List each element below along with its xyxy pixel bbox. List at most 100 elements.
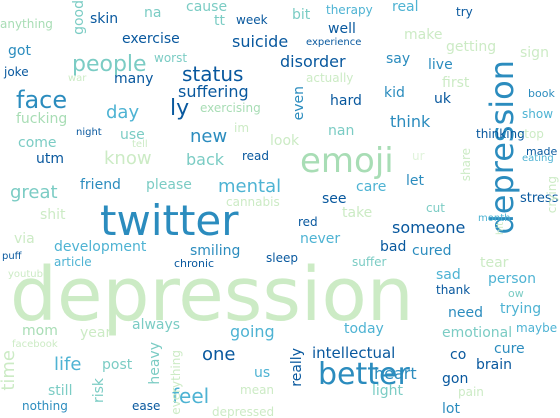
word-skin: skin <box>90 11 119 27</box>
word-gon: gon <box>442 371 469 387</box>
word-development: development <box>54 239 147 255</box>
word-na: na <box>144 5 162 21</box>
word-depressed: depressed <box>212 405 275 418</box>
word-well: well <box>328 21 356 37</box>
word-feel: feel <box>172 384 210 408</box>
word-made: eating <box>522 153 554 164</box>
word-everything: everything <box>169 350 183 415</box>
word-heart: heart <box>374 364 417 383</box>
word-ow: ow <box>508 287 524 300</box>
word-nan: nan <box>328 123 355 139</box>
word-ety: better <box>318 357 410 392</box>
word-disorder: disorder <box>280 52 346 71</box>
word-really: really <box>289 348 305 387</box>
word-emotional: emotional <box>442 325 513 341</box>
word-person: person <box>488 271 536 287</box>
word-stress: stress <box>520 191 559 206</box>
word-still: still <box>48 383 73 399</box>
word-day: day <box>106 102 140 123</box>
word-exercising: exercising <box>200 101 261 115</box>
word-please: please <box>146 177 192 193</box>
word-real: real <box>392 0 419 15</box>
word-share: hit <box>495 222 506 236</box>
word-tt: tt <box>214 13 225 29</box>
word-take: take <box>342 205 373 221</box>
word-ur: made <box>526 145 558 158</box>
word-even: even <box>291 86 307 121</box>
word-week: week <box>236 13 268 27</box>
word-red: red <box>298 215 318 229</box>
word-eating: crying <box>545 176 559 214</box>
word-time: time <box>0 350 19 391</box>
word-risk: risk <box>91 378 107 404</box>
word-better: share <box>459 148 473 182</box>
word-month: month <box>478 213 511 224</box>
word-worst: worst <box>154 51 188 65</box>
word-experience: experience <box>306 37 362 48</box>
word-back: back <box>186 150 225 169</box>
word-first: ur <box>412 149 425 163</box>
word-need: need <box>448 305 483 321</box>
word-come: come <box>18 135 57 151</box>
word-make: make <box>404 27 443 43</box>
word-face: face <box>16 86 68 114</box>
word-via: via <box>14 231 35 247</box>
word-someone: someone <box>392 218 466 237</box>
word-thinking: thinking <box>476 127 525 141</box>
word-hard: hard <box>330 93 362 109</box>
word-trying: trying <box>500 301 542 317</box>
word-us: us <box>254 365 271 381</box>
word-good: good <box>71 0 87 35</box>
word-friend: friend <box>80 177 121 193</box>
word-going: going <box>230 322 275 341</box>
word-sign: sign <box>520 45 549 61</box>
word-nothing: nothing <box>22 399 68 413</box>
word-ease: ease <box>132 399 161 413</box>
word-fucking: fucking <box>16 111 68 127</box>
word-tell: tell <box>132 139 148 150</box>
word-never: never <box>300 231 341 247</box>
word-uk: uk <box>434 91 451 107</box>
word-pain: pain <box>458 385 484 399</box>
word-depression-large: depression <box>10 252 414 338</box>
word-life: life <box>54 354 82 375</box>
word-sleep: sleep <box>266 251 298 265</box>
word-think: think <box>390 112 431 131</box>
word-joke: joke <box>4 65 29 79</box>
word-mental: mental <box>218 176 282 197</box>
word-mean: mean <box>240 383 275 397</box>
word-try: try <box>456 5 473 19</box>
word-tear: youtube <box>8 269 50 280</box>
word-crying: tear <box>480 255 509 271</box>
word-heavy: heavy <box>147 342 163 385</box>
word-read: read <box>242 149 270 163</box>
word-intellectual: intellectual <box>312 344 396 362</box>
word-maybe: maybe <box>516 321 558 335</box>
word-bit: bit <box>292 7 311 23</box>
word-war: war <box>68 73 87 84</box>
word-article: article <box>54 255 92 269</box>
word-cannabis: cannabis <box>226 195 280 209</box>
word-co: co <box>450 347 467 363</box>
word-bad: bad <box>380 239 407 255</box>
word-smiling: smiling <box>190 243 241 259</box>
word-light: light <box>372 383 404 399</box>
word-facebook: facebook <box>12 339 58 350</box>
word-suicide: suicide <box>232 32 289 51</box>
word-know: know <box>104 148 152 169</box>
word-getting: first <box>442 75 470 91</box>
word-therapy: therapy <box>326 3 373 17</box>
word-show: show <box>522 107 554 121</box>
word-twitter: twitter <box>100 196 239 245</box>
word-say: say <box>386 51 411 67</box>
word-depression-vertical: depression <box>483 60 521 235</box>
word-anything: anything <box>0 17 53 31</box>
word-great: great <box>10 182 58 203</box>
word-suffer: suffer <box>352 255 387 269</box>
word-puff: puff <box>2 251 22 262</box>
word-lot: lot <box>442 401 460 417</box>
word-brain: brain <box>476 357 512 373</box>
word-always: always <box>132 317 181 333</box>
word-shit: shit <box>40 207 66 223</box>
